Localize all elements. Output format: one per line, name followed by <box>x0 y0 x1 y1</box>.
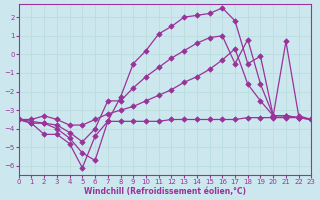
X-axis label: Windchill (Refroidissement éolien,°C): Windchill (Refroidissement éolien,°C) <box>84 187 246 196</box>
